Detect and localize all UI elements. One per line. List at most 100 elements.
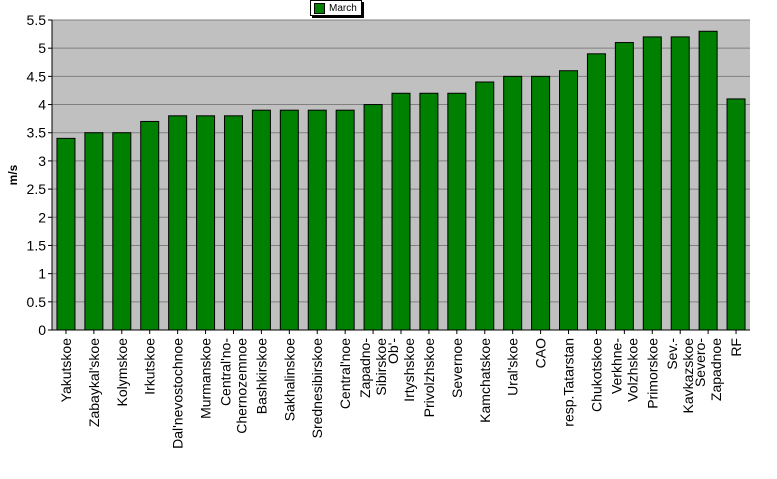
x-label-yakutskoe: Yakutskoe <box>58 338 74 403</box>
bar-ob-irtyshskoe <box>391 92 411 331</box>
y-tick-label: 5.5 <box>27 12 47 28</box>
bar-cao <box>531 75 551 331</box>
y-tick-label: 0 <box>38 322 46 338</box>
x-tick-label: Central'noe <box>337 338 353 409</box>
x-tick-label: Privolzhskoe <box>421 338 437 418</box>
x-tick-label: Primorskoe <box>644 338 660 409</box>
x-tick-label: Ural'skoe <box>505 338 521 396</box>
x-tick-label: Zapadnoe <box>708 338 724 401</box>
x-tick-label: Sibirskoe <box>373 338 389 396</box>
y-axis-title: m/s <box>6 164 20 185</box>
bar-ural-skoe <box>503 75 523 331</box>
x-label-primorskoe: Primorskoe <box>644 338 660 409</box>
x-label-central-no-chernozemnoe: Central'no- Chernozemnoe <box>217 338 249 434</box>
x-tick-label: Dal'nevostochnoe <box>170 338 186 449</box>
x-tick-label: Sakhalinskoe <box>281 338 297 421</box>
x-label-irkutskoe: Irkutskoe <box>142 338 158 395</box>
bar-resp-tatarstan <box>559 70 579 331</box>
y-tick-label: 2.5 <box>27 181 47 197</box>
x-tick-label: Zapadno- <box>357 338 373 398</box>
x-tick-label: Zabaykal'skoe <box>86 338 102 427</box>
x-tick-label: Murmanskoe <box>198 338 214 419</box>
bars <box>56 30 746 331</box>
x-label-resp-tatarstan: resp.Tatarstan <box>561 338 577 427</box>
x-label-rf: RF <box>728 338 744 357</box>
x-tick-label: Severnoe <box>449 338 465 398</box>
x-tick-label: resp.Tatarstan <box>561 338 577 427</box>
legend: March <box>310 0 362 16</box>
x-label-dal-nevostochnoe: Dal'nevostochnoe <box>170 338 186 449</box>
bar-central-no-chernozemnoe <box>223 115 243 331</box>
x-tick-label: Ob'- <box>385 338 401 364</box>
x-label-zabaykal-skoe: Zabaykal'skoe <box>86 338 102 427</box>
bar-sakhalinskoe <box>279 109 299 331</box>
x-label-kamchatskoe: Kamchatskoe <box>477 338 493 423</box>
x-tick-label: Irkutskoe <box>142 338 158 395</box>
x-label-severo-zapadnoe: Severo- Zapadnoe <box>692 338 724 401</box>
x-label-srednesibirskoe: Srednesibirskoe <box>309 338 325 439</box>
x-tick-label: Yakutskoe <box>58 338 74 403</box>
y-tick-label: 3.5 <box>27 125 47 141</box>
x-tick-label: Srednesibirskoe <box>309 338 325 439</box>
bar-zabaykal-skoe <box>84 132 104 331</box>
bar-central-noe <box>335 109 355 331</box>
legend-label-march: March <box>329 2 357 14</box>
bar-kolymskoe <box>112 132 132 331</box>
x-label-zapadno-sibirskoe: Zapadno- Sibirskoe <box>357 338 389 398</box>
bar-primorskoe <box>642 36 662 331</box>
bar-kamchatskoe <box>475 81 495 331</box>
y-tick-labels: 0 0.5 1 1.5 2 2.5 3 3.5 4 4.5 5 5.5 <box>27 12 47 338</box>
y-tick-label: 5 <box>38 40 46 56</box>
x-tick-label: Verkhne- <box>608 338 624 394</box>
x-label-kolymskoe: Kolymskoe <box>114 338 130 407</box>
x-tick-label: Bashkirskoe <box>253 338 269 414</box>
x-tick-label: Irtyshskoe <box>401 338 417 402</box>
x-label-ob-irtyshskoe: Ob'- Irtyshskoe <box>385 338 417 402</box>
bar-zapadno-sibirskoe <box>363 104 383 331</box>
x-tick-label: Kamchatskoe <box>477 338 493 423</box>
bar-irkutskoe <box>140 120 160 331</box>
x-label-central-noe: Central'noe <box>337 338 353 409</box>
x-tick-label: Chukotskoe <box>588 338 604 412</box>
y-tick-label: 2 <box>38 209 46 225</box>
bar-bashkirskoe <box>251 109 271 331</box>
x-tick-label: Kavkazskoe <box>680 338 696 414</box>
x-label-chukotskoe: Chukotskoe <box>588 338 604 412</box>
x-tick-labels: Yakutskoe Zabaykal'skoe Kolymskoe Irkutskoe… <box>58 338 744 449</box>
x-label-sakhalinskoe: Sakhalinskoe <box>281 338 297 421</box>
x-tick-label: Chernozemnoe <box>233 338 249 434</box>
bar-privolzhskoe <box>419 92 439 331</box>
bar-sev-kavkazskoe <box>670 36 690 331</box>
bar-verkhne-volzhskoe <box>614 42 634 331</box>
bar-dal-nevostochnoe <box>168 115 188 331</box>
x-tick-label: Volzhskoe <box>624 338 640 402</box>
x-label-ural-skoe: Ural'skoe <box>505 338 521 396</box>
x-label-sev-kavkazskoe: Sev.- Kavkazskoe <box>664 338 696 414</box>
x-tick-label: Severo- <box>692 338 708 387</box>
y-tick-label: 4 <box>38 97 46 113</box>
x-label-cao: CAO <box>533 338 549 368</box>
x-label-verkhne-volzhskoe: Verkhne- Volzhskoe <box>608 338 640 402</box>
y-tick-label: 4.5 <box>27 68 47 84</box>
bar-murmanskoe <box>196 115 216 331</box>
x-tick-label: RF <box>728 338 744 357</box>
y-tick-label: 1 <box>38 266 46 282</box>
x-tick-label: Central'no- <box>217 338 233 406</box>
y-tick-label: 1.5 <box>27 237 47 253</box>
bar-yakutskoe <box>56 137 76 331</box>
x-label-murmanskoe: Murmanskoe <box>198 338 214 419</box>
x-tick-label: Kolymskoe <box>114 338 130 407</box>
bar-severnoe <box>447 92 467 331</box>
y-tick-label: 0.5 <box>27 294 47 310</box>
bar-chukotskoe <box>586 53 606 331</box>
y-tick-label: 3 <box>38 153 46 169</box>
x-label-bashkirskoe: Bashkirskoe <box>253 338 269 414</box>
x-label-privolzhskoe: Privolzhskoe <box>421 338 437 418</box>
bar-srednesibirskoe <box>307 109 327 331</box>
bar-severo-zapadnoe <box>698 30 718 331</box>
x-tick-label: Sev.- <box>664 338 680 370</box>
legend-swatch-march <box>314 2 325 14</box>
x-tick-label: CAO <box>533 338 549 368</box>
axes <box>51 20 750 334</box>
